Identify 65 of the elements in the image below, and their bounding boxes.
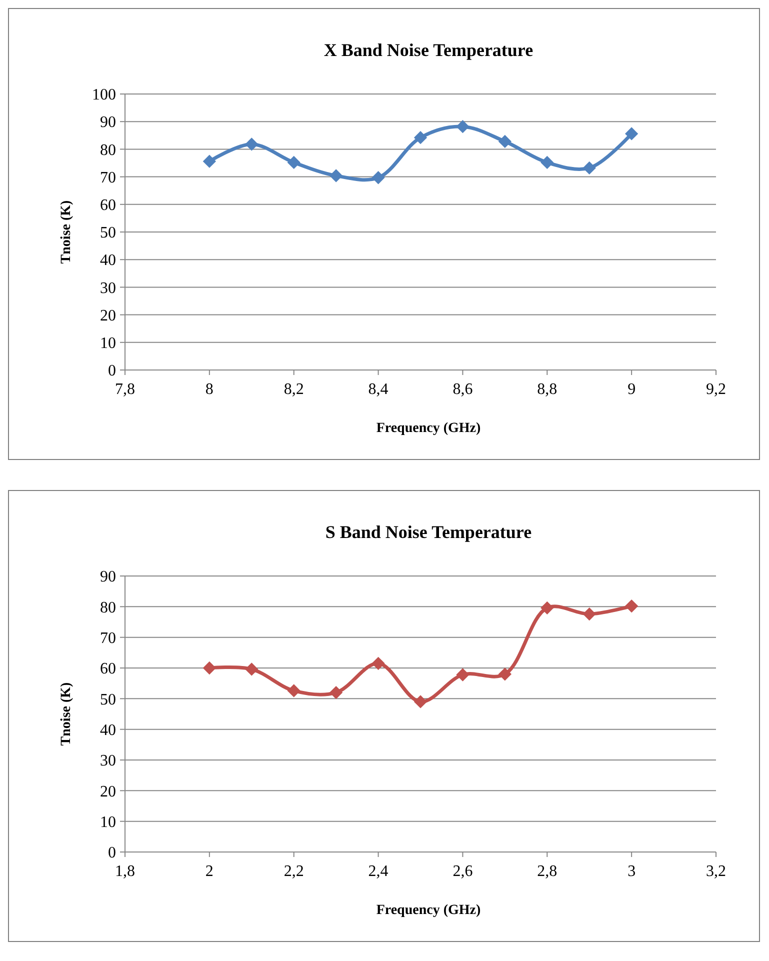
y-tick-label: 80: [100, 599, 116, 616]
y-tick-label: 10: [100, 814, 116, 831]
x-tick-label: 8,8: [537, 381, 558, 398]
y-tick-label: 40: [100, 252, 116, 270]
x-tick-label: 3,2: [706, 863, 726, 880]
y-tick-label: 90: [100, 114, 116, 132]
x-tick-label: 8,6: [452, 381, 473, 398]
point: [414, 131, 428, 144]
point: [540, 601, 554, 614]
y-tick-label: 40: [100, 722, 116, 739]
point: [330, 169, 343, 182]
y-tick-label: 10: [100, 335, 116, 352]
point: [372, 656, 385, 670]
y-axis-title: Tnoise (K): [59, 200, 74, 264]
chart-title: S Band Noise Temperature: [325, 522, 532, 542]
point: [372, 171, 385, 184]
y-tick-label: 0: [108, 362, 116, 380]
x-tick-label: 1,8: [115, 863, 135, 880]
x-tick-label: 8: [205, 381, 214, 398]
x-tick-label: 9: [628, 381, 636, 398]
x-tick-label: 2,8: [537, 863, 558, 880]
point: [202, 154, 216, 168]
point: [540, 156, 554, 170]
point: [287, 156, 300, 170]
point: [498, 668, 512, 681]
x-axis-title: Frequency (GHz): [376, 421, 481, 436]
x-tick-label: 2,2: [284, 863, 304, 880]
chart-title: X Band Noise Temperature: [324, 40, 534, 60]
x-tick-label: 2,4: [368, 863, 388, 880]
y-tick-label: 30: [100, 280, 116, 297]
x-tick-label: 9,2: [706, 381, 726, 398]
x-tick-label: 8,2: [284, 381, 304, 398]
point: [245, 662, 258, 676]
x-axis-title: Frequency (GHz): [376, 903, 481, 918]
y-tick-label: 90: [100, 568, 116, 586]
y-tick-label: 70: [100, 169, 116, 186]
point: [582, 161, 596, 175]
y-axis-title: Tnoise (K): [59, 682, 74, 746]
point: [456, 668, 470, 682]
point: [625, 599, 638, 613]
point: [498, 134, 512, 148]
point: [456, 120, 470, 134]
point: [625, 127, 638, 140]
x-tick-label: 2: [205, 863, 214, 880]
point: [287, 684, 300, 698]
y-tick-label: 20: [100, 783, 116, 800]
y-tick-label: 100: [92, 86, 116, 104]
y-tick-label: 20: [100, 307, 116, 324]
point: [330, 686, 343, 700]
x-tick-label: 3: [628, 863, 636, 880]
y-tick-label: 80: [100, 142, 116, 159]
point: [202, 661, 216, 675]
y-tick-label: 60: [100, 660, 116, 678]
y-tick-label: 70: [100, 630, 116, 647]
y-tick-label: 50: [100, 691, 116, 708]
point: [245, 138, 258, 151]
y-tick-label: 60: [100, 197, 116, 214]
x-tick-label: 2,6: [452, 863, 473, 880]
y-tick-label: 0: [108, 844, 116, 862]
x-tick-label: 7,8: [115, 381, 135, 398]
y-tick-label: 30: [100, 752, 116, 770]
point: [414, 695, 428, 708]
x-tick-label: 8,4: [368, 381, 388, 398]
point: [582, 607, 596, 621]
y-tick-label: 50: [100, 224, 116, 242]
